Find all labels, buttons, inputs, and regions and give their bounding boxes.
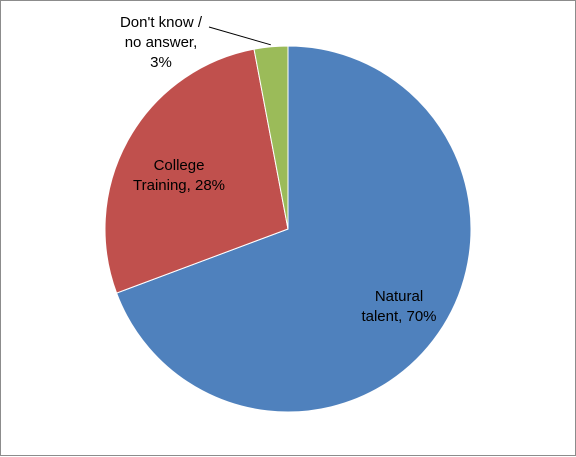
label-line: College bbox=[154, 157, 205, 174]
label-natural-talent: Natural talent, 70% bbox=[361, 288, 436, 325]
leader-line-dont-know bbox=[208, 26, 271, 46]
label-line: no answer, bbox=[125, 34, 198, 51]
label-line: 3% bbox=[150, 54, 172, 71]
label-line: Don't know / bbox=[120, 14, 203, 31]
label-college-training: College Training, 28% bbox=[133, 157, 225, 194]
slice-college-training bbox=[104, 48, 289, 294]
pie-slices bbox=[104, 45, 472, 413]
label-dont-know: Don't know / no answer, 3% bbox=[120, 14, 203, 71]
slice-dont-know bbox=[253, 45, 289, 230]
label-line: Training, 28% bbox=[133, 177, 225, 194]
pie-labels: Natural talent, 70% College Training, 28% Do… bbox=[120, 14, 437, 325]
label-line: Natural bbox=[375, 288, 423, 305]
label-line: talent, 70% bbox=[361, 308, 436, 325]
slice-natural-talent bbox=[115, 45, 472, 413]
